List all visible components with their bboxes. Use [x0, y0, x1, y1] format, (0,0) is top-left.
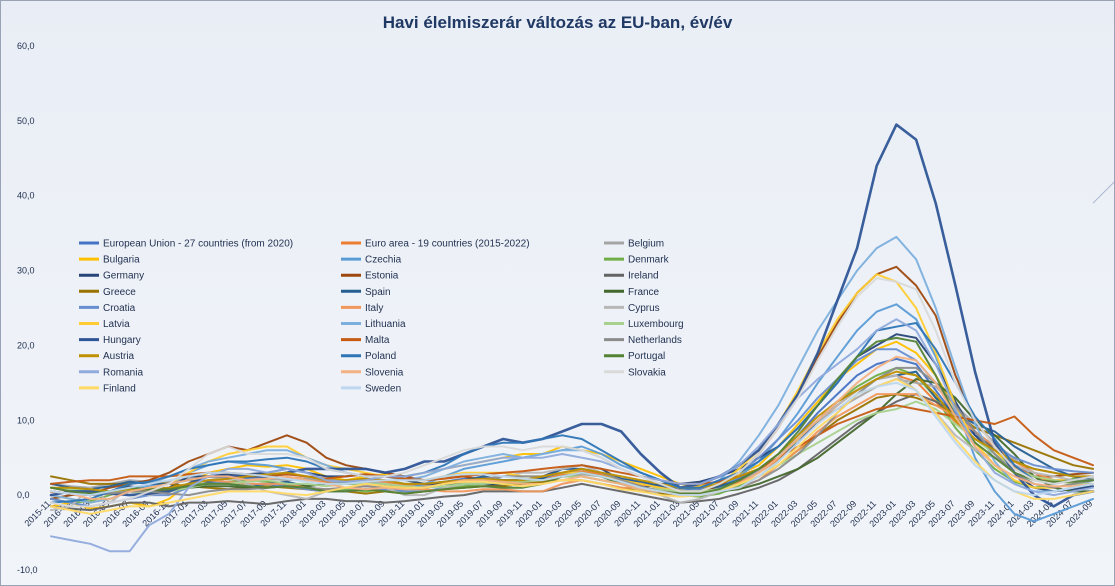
legend-label: Belgium	[628, 239, 664, 250]
legend-label: Poland	[365, 351, 396, 362]
legend-label: European Union - 27 countries (from 2020…	[103, 239, 293, 250]
legend-label: Denmark	[628, 255, 670, 266]
legend-label: Netherlands	[628, 335, 682, 346]
legend-label: Spain	[365, 287, 391, 298]
annotation-magyarorszag: Magyarország	[1092, 181, 1114, 204]
legend-label: Slovenia	[365, 367, 404, 378]
legend-label: Lithuania	[365, 319, 406, 330]
y-axis: -10,0 0,0 10,0 20,0 30,0 40,0 50,0 60,0	[17, 41, 38, 575]
legend-label: Romania	[103, 367, 143, 378]
y-tick-label: 0,0	[17, 490, 30, 500]
series-line-latvia	[50, 273, 1094, 504]
y-tick-label: 40,0	[17, 191, 35, 201]
legend-label: Hungary	[103, 335, 141, 346]
legend-label: Latvia	[103, 319, 130, 330]
chart-title: Havi élelmiszerár változás az EU-ban, év…	[382, 13, 733, 32]
series-line-lithuania	[50, 235, 1094, 504]
series-lines	[49, 123, 1095, 553]
legend-label: Luxembourg	[628, 319, 684, 330]
legend-label: Finland	[103, 383, 136, 394]
legend-label: Cyprus	[628, 303, 660, 314]
legend-label: Austria	[103, 351, 135, 362]
y-tick-label: 30,0	[17, 266, 35, 276]
legend-label: Slovakia	[628, 367, 666, 378]
legend-label: Czechia	[365, 255, 402, 266]
series-line-poland	[50, 322, 1094, 504]
y-tick-label: 20,0	[17, 340, 35, 350]
series-line-slovenia	[50, 355, 1094, 500]
legend-label: Sweden	[365, 383, 401, 394]
y-tick-label: -10,0	[17, 565, 38, 575]
series-line-austria	[50, 370, 1094, 493]
y-tick-label: 10,0	[17, 415, 35, 425]
legend-label: Malta	[365, 335, 390, 346]
legend: European Union - 27 countries (from 2020…	[79, 239, 684, 394]
y-tick-label: 50,0	[17, 116, 35, 126]
legend-label: Ireland	[628, 271, 659, 282]
legend-label: Estonia	[365, 271, 399, 282]
series-line-slovakia	[50, 277, 1094, 508]
legend-label: Portugal	[628, 351, 665, 362]
series-line-sweden	[50, 381, 1094, 497]
annotation-leader-line	[1092, 181, 1114, 204]
series-line-ireland	[50, 393, 1094, 512]
legend-label: France	[628, 287, 660, 298]
legend-label: Germany	[103, 271, 144, 282]
legend-label: Bulgaria	[103, 255, 140, 266]
legend-label: Croatia	[103, 303, 136, 314]
legend-label: Greece	[103, 287, 136, 298]
series-line-romania	[50, 318, 1094, 553]
y-tick-label: 60,0	[17, 41, 35, 51]
legend-label: Euro area - 19 countries (2015-2022)	[365, 239, 530, 250]
legend-label: Italy	[365, 303, 383, 314]
